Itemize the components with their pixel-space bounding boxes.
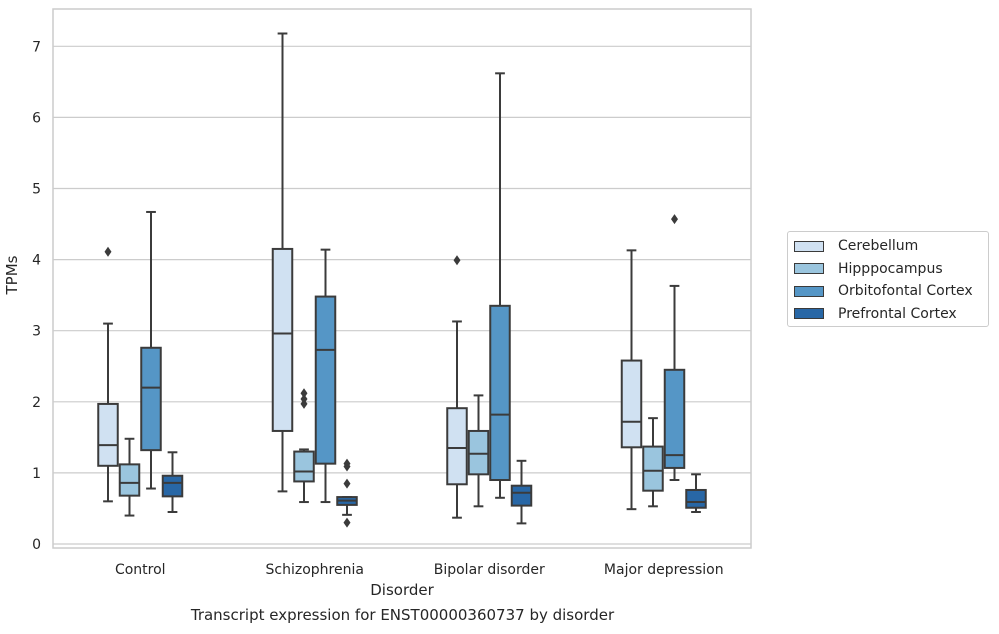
chart-caption: Transcript expression for ENST0000036073…: [190, 606, 615, 624]
outlier-point: [300, 388, 308, 399]
legend-swatch: [794, 263, 824, 274]
legend-swatch: [794, 285, 824, 297]
outlier-point: [671, 214, 678, 225]
y-tick-label: 0: [32, 537, 41, 553]
y-tick-label: 1: [32, 466, 41, 482]
box-cerebellum: [446, 255, 468, 519]
legend-label: Cerebellum: [838, 238, 919, 254]
x-axis-ticks: Control Schizophrenia Bipolar disorder Majo…: [115, 562, 724, 578]
y-axis-ticks: 0 1 2 3 4 5 6 7: [32, 39, 41, 553]
box-orbitofontal-cortex: [489, 72, 511, 499]
x-tick-label: Major depression: [604, 562, 724, 578]
gridlines: [53, 45, 751, 545]
x-axis-label: Disorder: [370, 581, 434, 599]
boxes: [97, 32, 707, 528]
legend-swatch: [794, 308, 824, 319]
box-iqr: [161, 474, 184, 498]
box-prefrontal-cortex: [510, 459, 533, 525]
y-tick-label: 6: [32, 110, 41, 126]
box-iqr: [510, 484, 533, 507]
box-iqr: [685, 488, 707, 509]
box-prefrontal-cortex: [685, 473, 707, 514]
box-iqr: [293, 450, 315, 483]
y-tick-label: 4: [32, 253, 41, 269]
box-iqr: [97, 402, 119, 467]
legend-item: Hipppocampus: [794, 260, 943, 278]
outlier-point: [453, 255, 461, 266]
legend-item: Orbitofontal Cortex: [794, 282, 973, 300]
box-cerebellum: [97, 246, 119, 503]
box-iqr: [118, 463, 141, 497]
legend-item: Cerebellum: [794, 237, 918, 255]
box-iqr: [663, 368, 686, 469]
legend-item: Prefrontal Cortex: [794, 305, 957, 323]
legend-label: Hipppocampus: [838, 260, 943, 277]
box-iqr: [642, 445, 664, 492]
x-tick-label: Schizophrenia: [266, 562, 364, 578]
box-hipppocampus: [642, 417, 664, 508]
box-cerebellum: [620, 249, 643, 511]
plot-area: [52, 8, 752, 549]
outlier-point: [300, 393, 308, 404]
outlier-point: [343, 517, 351, 528]
y-tick-label: 2: [32, 395, 41, 411]
y-axis-label: TPMs: [3, 255, 21, 295]
box-prefrontal-cortex: [336, 458, 358, 528]
legend: Cerebellum Hipppocampus Orbitofontal Corte…: [787, 231, 989, 327]
y-tick-label: 5: [32, 182, 41, 198]
legend-label: Prefrontal Cortex: [838, 305, 957, 322]
box-iqr: [446, 407, 468, 486]
x-tick-label: Bipolar disorder: [434, 562, 545, 578]
box-iqr: [489, 304, 511, 482]
box-iqr: [314, 295, 337, 465]
box-iqr: [467, 429, 490, 476]
outlier-point: [343, 458, 351, 469]
box-iqr: [271, 247, 294, 432]
box-orbitofontal-cortex: [140, 210, 162, 490]
box-hipppocampus: [118, 437, 141, 517]
box-iqr: [620, 359, 643, 449]
y-tick-label: 3: [32, 324, 41, 340]
outlier-point: [104, 246, 112, 257]
box-hipppocampus: [467, 394, 490, 508]
box-iqr: [140, 346, 162, 452]
box-cerebellum: [271, 32, 294, 493]
outlier-point: [343, 478, 351, 489]
box-orbitofontal-cortex: [663, 214, 686, 482]
legend-swatch: [794, 240, 824, 252]
box-prefrontal-cortex: [161, 451, 184, 514]
box-orbitofontal-cortex: [314, 248, 337, 504]
box-hipppocampus: [293, 388, 315, 504]
y-tick-label: 7: [32, 39, 41, 55]
legend-label: Orbitofontal Cortex: [838, 283, 973, 299]
x-tick-label: Control: [115, 562, 166, 578]
